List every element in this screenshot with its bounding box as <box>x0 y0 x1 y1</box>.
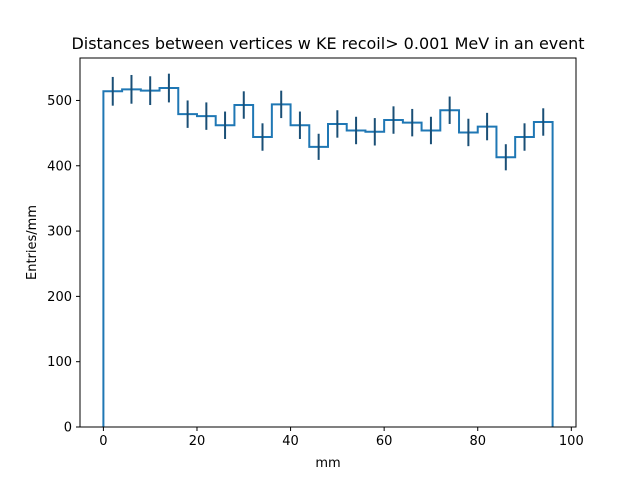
y-tick-label: 200 <box>47 290 72 305</box>
axes-frame <box>79 57 577 428</box>
y-tick-label: 100 <box>47 355 72 370</box>
y-tick-label: 500 <box>47 94 72 109</box>
chart-title: Distances between vertices w KE recoil> … <box>71 34 584 53</box>
x-tick-label: 100 <box>559 434 584 449</box>
y-tick-label: 400 <box>47 159 72 174</box>
y-tick-label: 0 <box>64 421 72 436</box>
histogram-step-line <box>102 87 554 427</box>
x-axis-ticks: 0 20 40 60 80 100 <box>99 427 584 449</box>
x-tick-label: 20 <box>189 434 206 449</box>
x-tick-label: 80 <box>469 434 486 449</box>
y-tick-label: 300 <box>47 225 72 240</box>
plot-area <box>102 73 554 427</box>
y-axis-ticks: 0 100 200 300 400 500 <box>47 94 80 436</box>
x-axis-label: mm <box>315 456 340 471</box>
x-tick-label: 60 <box>376 434 393 449</box>
y-axis-label: Entries/mm <box>25 205 40 280</box>
x-tick-label: 0 <box>99 434 107 449</box>
x-tick-label: 40 <box>282 434 299 449</box>
